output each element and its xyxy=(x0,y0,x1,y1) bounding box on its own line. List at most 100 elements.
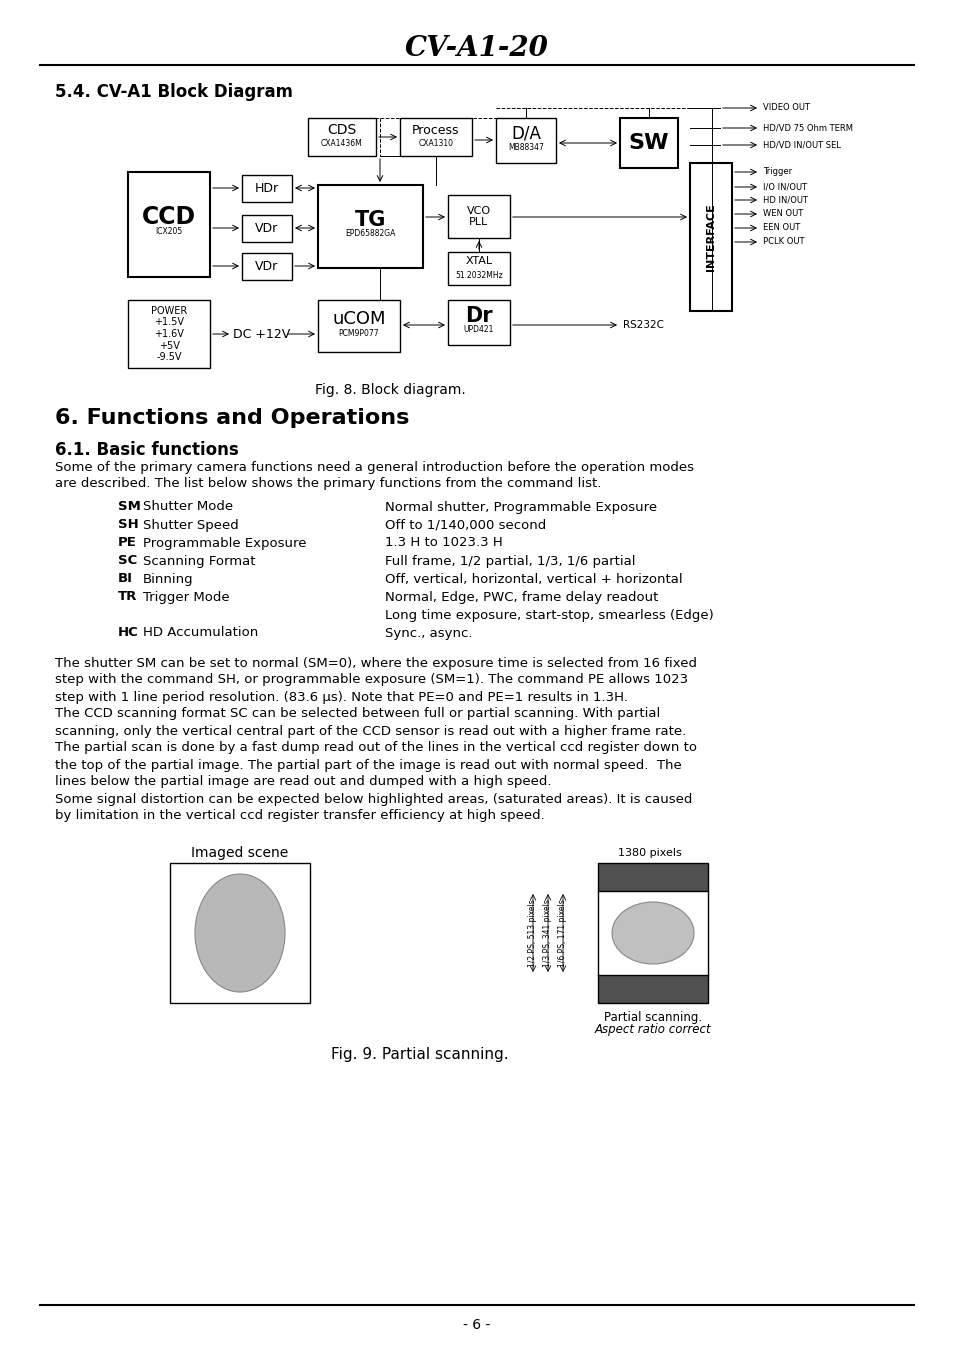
Bar xyxy=(399,118,472,155)
Text: Off, vertical, horizontal, vertical + horizontal: Off, vertical, horizontal, vertical + ho… xyxy=(385,573,682,585)
Text: RS232C: RS232C xyxy=(622,320,663,330)
Text: HD/VD 75 Ohm TERM: HD/VD 75 Ohm TERM xyxy=(762,123,852,132)
Text: - 6 -: - 6 - xyxy=(463,1319,490,1332)
Bar xyxy=(448,300,510,345)
Text: WEN OUT: WEN OUT xyxy=(762,209,802,219)
Text: CCD: CCD xyxy=(142,205,196,230)
Text: Long time exposure, start-stop, smearless (Edge): Long time exposure, start-stop, smearles… xyxy=(385,608,713,621)
Ellipse shape xyxy=(194,874,285,992)
Text: lines below the partial image are read out and dumped with a high speed.: lines below the partial image are read o… xyxy=(55,775,551,789)
Text: 6. Functions and Operations: 6. Functions and Operations xyxy=(55,408,409,428)
Text: HDr: HDr xyxy=(254,182,279,195)
Bar xyxy=(598,975,707,1002)
Text: DC +12V: DC +12V xyxy=(233,327,291,340)
Text: ICX205: ICX205 xyxy=(155,227,182,236)
Text: Normal, Edge, PWC, frame delay readout: Normal, Edge, PWC, frame delay readout xyxy=(385,590,658,604)
Text: Normal shutter, Programmable Exposure: Normal shutter, Programmable Exposure xyxy=(385,500,657,513)
Text: VDr: VDr xyxy=(255,222,278,235)
Text: 1/6 PS, 171 pixels: 1/6 PS, 171 pixels xyxy=(558,900,567,967)
Text: Scanning Format: Scanning Format xyxy=(143,554,255,567)
Text: 1/2 PS, 513 pixels: 1/2 PS, 513 pixels xyxy=(528,900,537,967)
Text: Some signal distortion can be expected below highlighted areas, (saturated areas: Some signal distortion can be expected b… xyxy=(55,793,692,805)
Bar xyxy=(317,300,399,353)
Text: Programmable Exposure: Programmable Exposure xyxy=(143,536,306,550)
Bar xyxy=(308,118,375,155)
Text: 1.3 H to 1023.3 H: 1.3 H to 1023.3 H xyxy=(385,536,502,550)
Bar xyxy=(242,253,292,280)
Text: POWER
+1.5V
+1.6V
+5V
-9.5V: POWER +1.5V +1.6V +5V -9.5V xyxy=(151,305,187,362)
Text: 1/3 PS, 341 pixels: 1/3 PS, 341 pixels xyxy=(543,898,552,967)
Text: HD/VD IN/OUT SEL: HD/VD IN/OUT SEL xyxy=(762,141,840,150)
Bar xyxy=(242,215,292,242)
Bar xyxy=(448,195,510,238)
Text: step with 1 line period resolution. (83.6 μs). Note that PE=0 and PE=1 results i: step with 1 line period resolution. (83.… xyxy=(55,690,627,704)
Text: UPD421: UPD421 xyxy=(463,326,494,334)
Text: D/A: D/A xyxy=(511,124,540,142)
Bar xyxy=(598,892,707,975)
Text: VCO
PLL: VCO PLL xyxy=(466,205,491,227)
Bar xyxy=(242,176,292,203)
Text: The CCD scanning format SC can be selected between full or partial scanning. Wit: The CCD scanning format SC can be select… xyxy=(55,708,659,720)
Text: SW: SW xyxy=(628,132,669,153)
Text: 51.2032MHz: 51.2032MHz xyxy=(455,272,502,280)
Text: Dr: Dr xyxy=(465,305,493,326)
Text: Off to 1/140,000 second: Off to 1/140,000 second xyxy=(385,519,546,531)
Text: I/O IN/OUT: I/O IN/OUT xyxy=(762,182,806,192)
Text: SM: SM xyxy=(118,500,141,513)
Text: CV-A1-20: CV-A1-20 xyxy=(405,35,548,62)
Text: MB88347: MB88347 xyxy=(508,143,543,153)
Bar xyxy=(598,863,707,892)
Text: VIDEO OUT: VIDEO OUT xyxy=(762,104,809,112)
Text: 1380 pixels: 1380 pixels xyxy=(618,848,681,858)
Bar xyxy=(448,253,510,285)
Text: Trigger: Trigger xyxy=(762,168,791,177)
Text: the top of the partial image. The partial part of the image is read out with nor: the top of the partial image. The partia… xyxy=(55,758,681,771)
Text: SH: SH xyxy=(118,519,138,531)
Bar xyxy=(317,185,422,267)
Text: by limitation in the vertical ccd register transfer efficiency at high speed.: by limitation in the vertical ccd regist… xyxy=(55,809,544,823)
Text: TG: TG xyxy=(355,209,386,230)
Text: HD Accumulation: HD Accumulation xyxy=(143,627,258,639)
Text: Fig. 8. Block diagram.: Fig. 8. Block diagram. xyxy=(314,382,465,397)
Text: CXA1436M: CXA1436M xyxy=(321,139,362,149)
Text: Some of the primary camera functions need a general introduction before the oper: Some of the primary camera functions nee… xyxy=(55,462,693,474)
Text: HD IN/OUT: HD IN/OUT xyxy=(762,196,807,204)
Text: INTERFACE: INTERFACE xyxy=(705,203,716,270)
Text: Process: Process xyxy=(412,123,459,136)
Text: The shutter SM can be set to normal (SM=0), where the exposure time is selected : The shutter SM can be set to normal (SM=… xyxy=(55,657,697,670)
Ellipse shape xyxy=(612,902,693,965)
Text: SC: SC xyxy=(118,554,137,567)
Text: 5.4. CV-A1 Block Diagram: 5.4. CV-A1 Block Diagram xyxy=(55,82,293,101)
Text: Binning: Binning xyxy=(143,573,193,585)
Text: Partial scanning.: Partial scanning. xyxy=(603,1011,701,1024)
Text: scanning, only the vertical central part of the CCD sensor is read out with a hi: scanning, only the vertical central part… xyxy=(55,724,685,738)
Text: VDr: VDr xyxy=(255,259,278,273)
Text: Imaged scene: Imaged scene xyxy=(192,846,289,861)
Text: TR: TR xyxy=(118,590,137,604)
Bar xyxy=(598,863,707,1002)
Text: XTAL: XTAL xyxy=(465,257,492,266)
Text: HC: HC xyxy=(118,627,138,639)
Text: uCOM: uCOM xyxy=(332,309,385,328)
Bar xyxy=(170,863,310,1002)
Text: Full frame, 1/2 partial, 1/3, 1/6 partial: Full frame, 1/2 partial, 1/3, 1/6 partia… xyxy=(385,554,635,567)
Text: 6.1. Basic functions: 6.1. Basic functions xyxy=(55,440,238,459)
Text: Shutter Mode: Shutter Mode xyxy=(143,500,233,513)
Text: are described. The list below shows the primary functions from the command list.: are described. The list below shows the … xyxy=(55,477,600,490)
Text: PCM9P077: PCM9P077 xyxy=(338,328,379,338)
Text: Shutter Speed: Shutter Speed xyxy=(143,519,238,531)
Text: Fig. 9. Partial scanning.: Fig. 9. Partial scanning. xyxy=(331,1047,508,1062)
Text: BI: BI xyxy=(118,573,132,585)
Bar xyxy=(496,118,556,163)
Text: step with the command SH, or programmable exposure (SM=1). The command PE allows: step with the command SH, or programmabl… xyxy=(55,674,687,686)
Text: EPD65882GA: EPD65882GA xyxy=(345,230,395,238)
Bar xyxy=(128,172,210,277)
Bar xyxy=(689,163,731,311)
Text: CDS: CDS xyxy=(327,123,356,136)
Text: Aspect ratio correct: Aspect ratio correct xyxy=(594,1024,711,1036)
Bar xyxy=(128,300,210,367)
Bar xyxy=(619,118,678,168)
Text: Trigger Mode: Trigger Mode xyxy=(143,590,230,604)
Text: EEN OUT: EEN OUT xyxy=(762,223,800,232)
Text: Sync., async.: Sync., async. xyxy=(385,627,472,639)
